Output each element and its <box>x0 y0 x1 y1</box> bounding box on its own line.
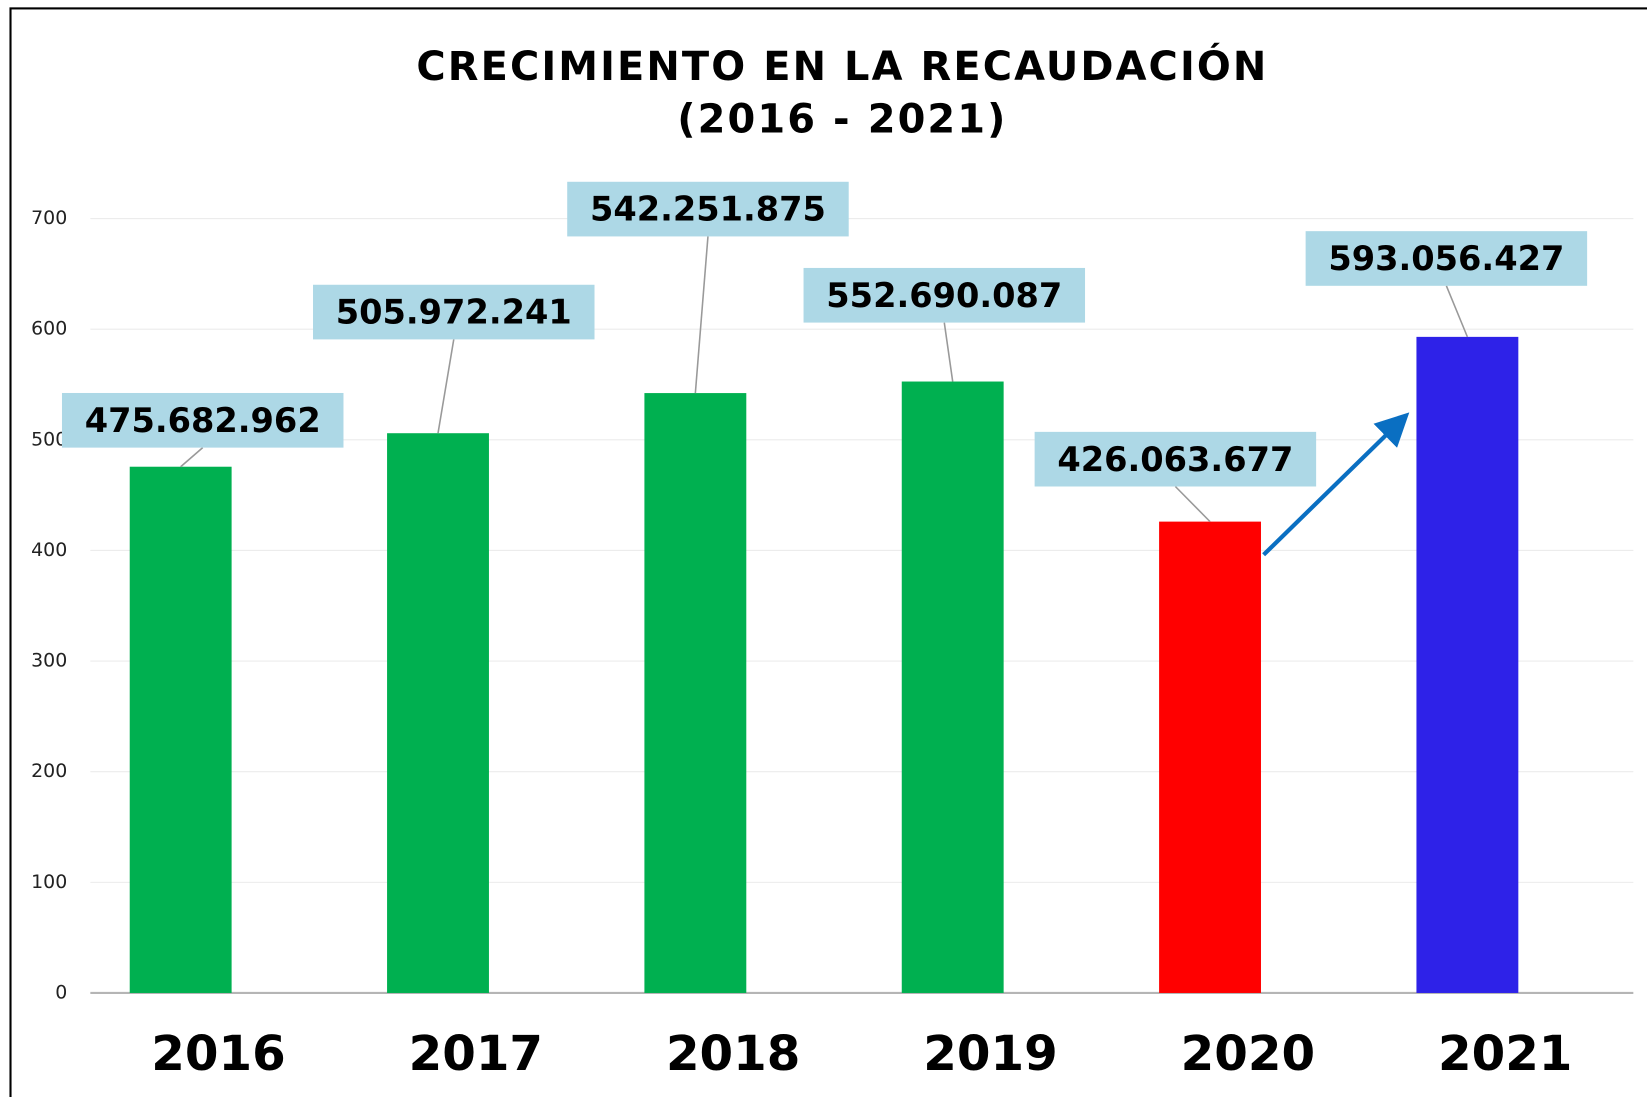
y-tick-label: 200 <box>31 760 67 782</box>
grid: 0 100 200 300 400 500 600 700 <box>31 207 1634 1003</box>
y-tick-label: 400 <box>31 539 67 561</box>
value-label-box <box>567 181 849 237</box>
x-tick-label: 2021 <box>1438 1026 1572 1082</box>
bar <box>387 433 489 993</box>
bar <box>901 381 1004 993</box>
leader-line <box>943 322 954 382</box>
leader-line <box>694 236 709 394</box>
x-tick-label: 2017 <box>409 1026 543 1082</box>
value-label: 505.972.241 <box>336 293 572 332</box>
value-label: 552.690.087 <box>826 276 1062 315</box>
y-tick-label: 0 <box>55 981 67 1003</box>
y-tick-label: 100 <box>31 871 67 893</box>
x-tick-label: 2019 <box>923 1026 1057 1082</box>
chart-subtitle: (2016 - 2021) <box>677 96 1007 142</box>
value-label: 475.682.962 <box>85 401 321 440</box>
leader-line <box>437 339 455 434</box>
bar <box>1416 336 1519 993</box>
y-tick-label: 300 <box>31 650 67 672</box>
chart-title: CRECIMIENTO EN LA RECAUDACIÓN <box>416 43 1268 90</box>
value-label-box <box>313 284 595 340</box>
leader-line <box>1445 285 1469 338</box>
y-tick-label: 500 <box>31 428 67 450</box>
value-label-box <box>1034 431 1317 487</box>
value-label-box <box>61 392 344 448</box>
value-label: 593.056.427 <box>1328 239 1564 278</box>
x-tick-label: 2018 <box>666 1026 800 1082</box>
y-tick-label: 600 <box>31 318 67 340</box>
bar <box>129 466 232 993</box>
bars: 2016 2017 2018 2019 2020 2021 <box>129 336 1572 1082</box>
value-labels: 475.682.962 505.972.241 542.251.875 552.690… <box>61 181 1588 523</box>
chart-frame <box>9 7 1647 1097</box>
bar <box>1159 521 1261 993</box>
bar <box>644 393 747 993</box>
value-label-box <box>1305 231 1588 286</box>
y-tick-label: 700 <box>31 207 67 229</box>
x-tick-label: 2020 <box>1181 1026 1315 1082</box>
value-label: 542.251.875 <box>590 190 826 229</box>
leader-line <box>1174 485 1211 523</box>
value-label-box <box>803 267 1086 323</box>
leader-line <box>180 447 204 468</box>
value-label: 426.063.677 <box>1057 440 1293 479</box>
growth-arrow <box>1262 412 1410 557</box>
x-tick-label: 2016 <box>151 1026 285 1082</box>
